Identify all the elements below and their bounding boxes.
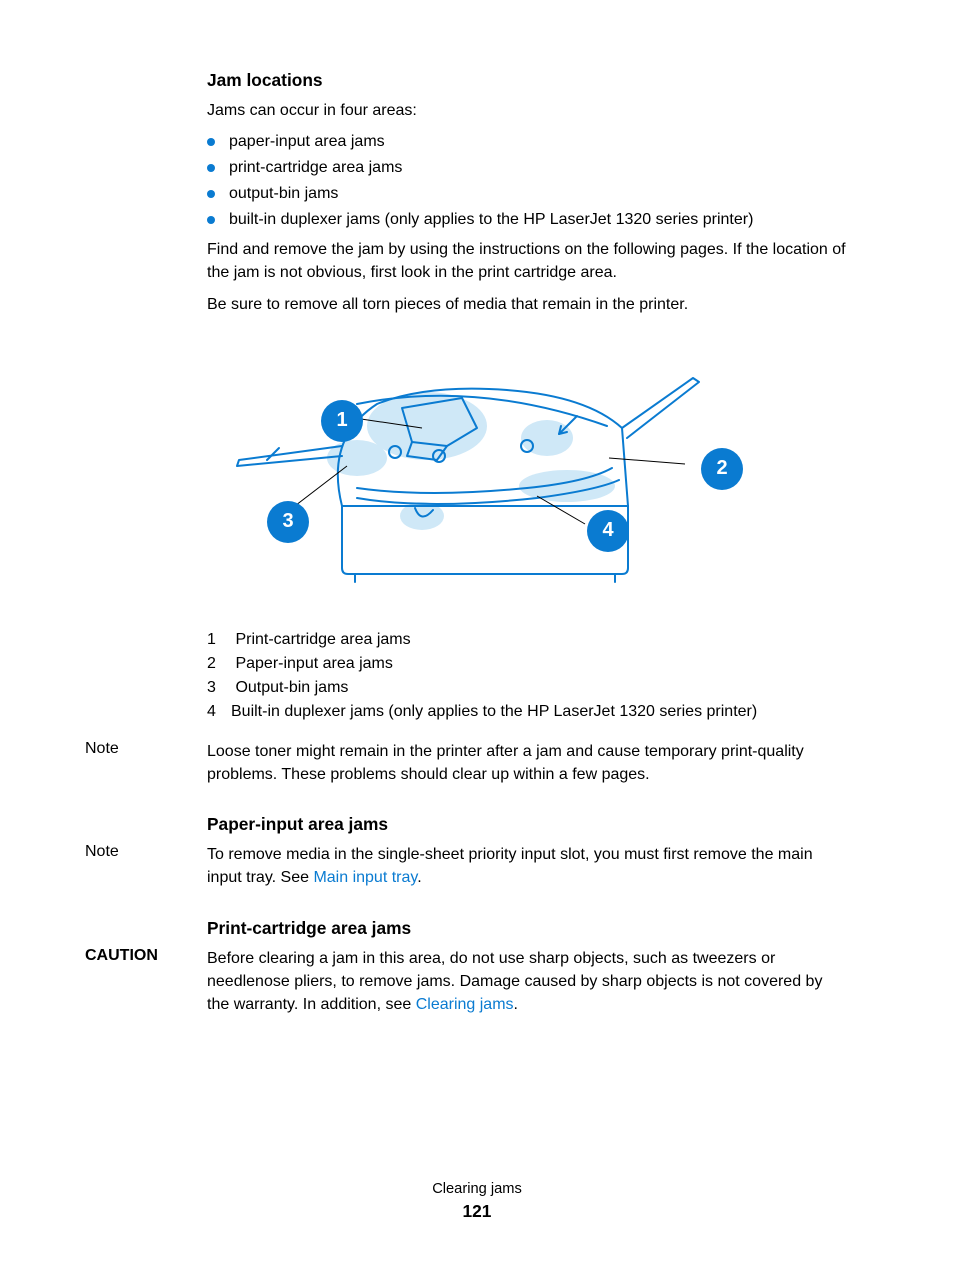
legend-text: Print-cartridge area jams (235, 631, 410, 648)
caution-text: Before clearing a jam in this area, do n… (207, 947, 847, 1017)
input-note-suffix: . (417, 869, 421, 886)
section-title-jam-locations: Jam locations (207, 70, 847, 91)
caution-label: CAUTION (85, 947, 158, 964)
legend-text: Output-bin jams (235, 679, 348, 696)
callout-4-label: 4 (602, 519, 613, 542)
section-title-cartridge-area: Print-cartridge area jams (207, 918, 847, 939)
footer-page-number: 121 (463, 1201, 492, 1221)
main-input-tray-link[interactable]: Main input tray (313, 869, 417, 886)
legend-row: 4 Built-in duplexer jams (only applies t… (207, 700, 847, 724)
callout-2-label: 2 (716, 457, 727, 480)
legend-row: 2 Paper-input area jams (207, 652, 847, 676)
section-title-input-area: Paper-input area jams (207, 814, 847, 835)
caution-suffix: . (514, 996, 518, 1013)
legend-row: 3 Output-bin jams (207, 676, 847, 700)
callout-3: 3 (267, 501, 309, 543)
printer-diagram: 1 2 3 4 (207, 338, 847, 618)
callout-1: 1 (321, 400, 363, 442)
diagram-legend: 1 Print-cartridge area jams 2 Paper-inpu… (207, 628, 847, 724)
bullet-item: built-in duplexer jams (only applies to … (207, 208, 847, 232)
bullet-item: output-bin jams (207, 182, 847, 206)
legend-num: 3 (207, 676, 231, 700)
input-note-text: To remove media in the single-sheet prio… (207, 843, 847, 889)
legend-row: 1 Print-cartridge area jams (207, 628, 847, 652)
legend-num: 4 (207, 700, 231, 724)
note-label: Note (85, 740, 119, 757)
page-footer: Clearing jams 121 (0, 1181, 954, 1222)
jam-locations-body-2: Be sure to remove all torn pieces of med… (207, 293, 847, 316)
legend-num: 2 (207, 652, 231, 676)
note-label-input: Note (85, 843, 119, 860)
clearing-jams-link[interactable]: Clearing jams (416, 996, 514, 1013)
callout-4: 4 (587, 510, 629, 552)
bullet-item: print-cartridge area jams (207, 156, 847, 180)
callout-1-label: 1 (336, 409, 347, 432)
callout-2: 2 (701, 448, 743, 490)
input-note-prefix: To remove media in the single-sheet prio… (207, 846, 813, 886)
note-text: Loose toner might remain in the printer … (207, 740, 847, 786)
jam-locations-intro: Jams can occur in four areas: (207, 99, 847, 122)
callout-3-label: 3 (282, 510, 293, 533)
jam-locations-body-1: Find and remove the jam by using the ins… (207, 238, 847, 284)
legend-num: 1 (207, 628, 231, 652)
printer-svg (207, 338, 847, 618)
bullet-item: paper-input area jams (207, 130, 847, 154)
footer-label: Clearing jams (0, 1181, 954, 1197)
jam-locations-bullet-list: paper-input area jams print-cartridge ar… (207, 130, 847, 232)
legend-text: Built-in duplexer jams (only applies to … (231, 700, 757, 724)
legend-text: Paper-input area jams (235, 655, 392, 672)
